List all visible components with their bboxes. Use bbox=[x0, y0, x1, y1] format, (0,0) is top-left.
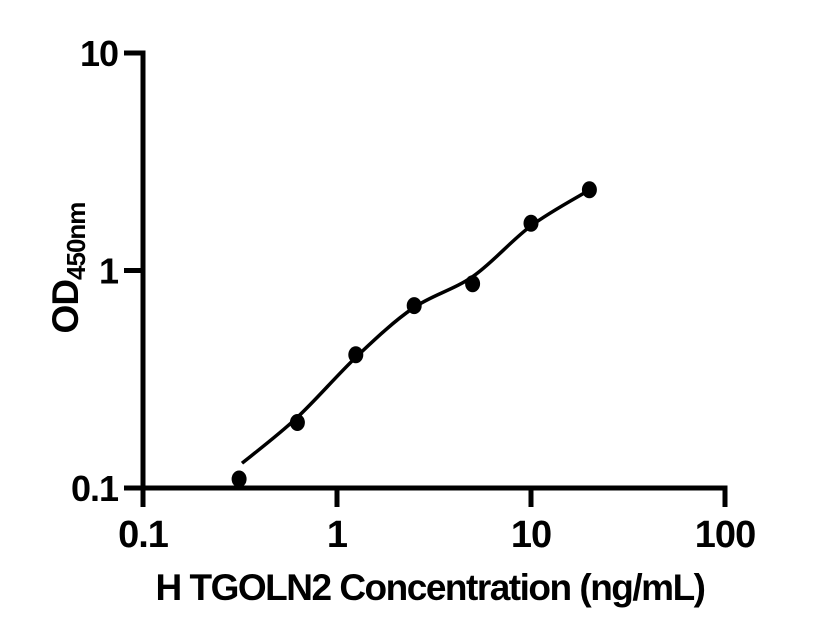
x-axis-title: H TGOLN2 Concentration (ng/mL) bbox=[155, 567, 704, 608]
x-tick-label: 10 bbox=[511, 514, 551, 556]
y-axis-title-main: OD bbox=[45, 280, 86, 334]
x-tick-label: 1 bbox=[327, 514, 348, 556]
x-tick-label: 0.1 bbox=[118, 514, 169, 556]
x-axis-line bbox=[143, 485, 728, 507]
data-point-marker bbox=[465, 275, 481, 293]
y-tick-label: 0.1 bbox=[71, 468, 119, 509]
y-tick-label: 10 bbox=[80, 33, 118, 74]
y-tick-label: 1 bbox=[99, 251, 119, 292]
data-point-marker bbox=[581, 181, 597, 199]
data-point-marker bbox=[406, 297, 422, 315]
data-point-marker bbox=[289, 414, 305, 431]
y-axis-title-subscript: 450nm bbox=[61, 203, 91, 280]
data-point-marker bbox=[348, 346, 364, 364]
y-axis-title: OD450nm bbox=[45, 203, 91, 334]
y-axis-line bbox=[124, 50, 146, 507]
data-point-marker bbox=[231, 470, 247, 488]
x-tick-label: 100 bbox=[695, 514, 755, 556]
data-point-marker bbox=[523, 214, 539, 232]
